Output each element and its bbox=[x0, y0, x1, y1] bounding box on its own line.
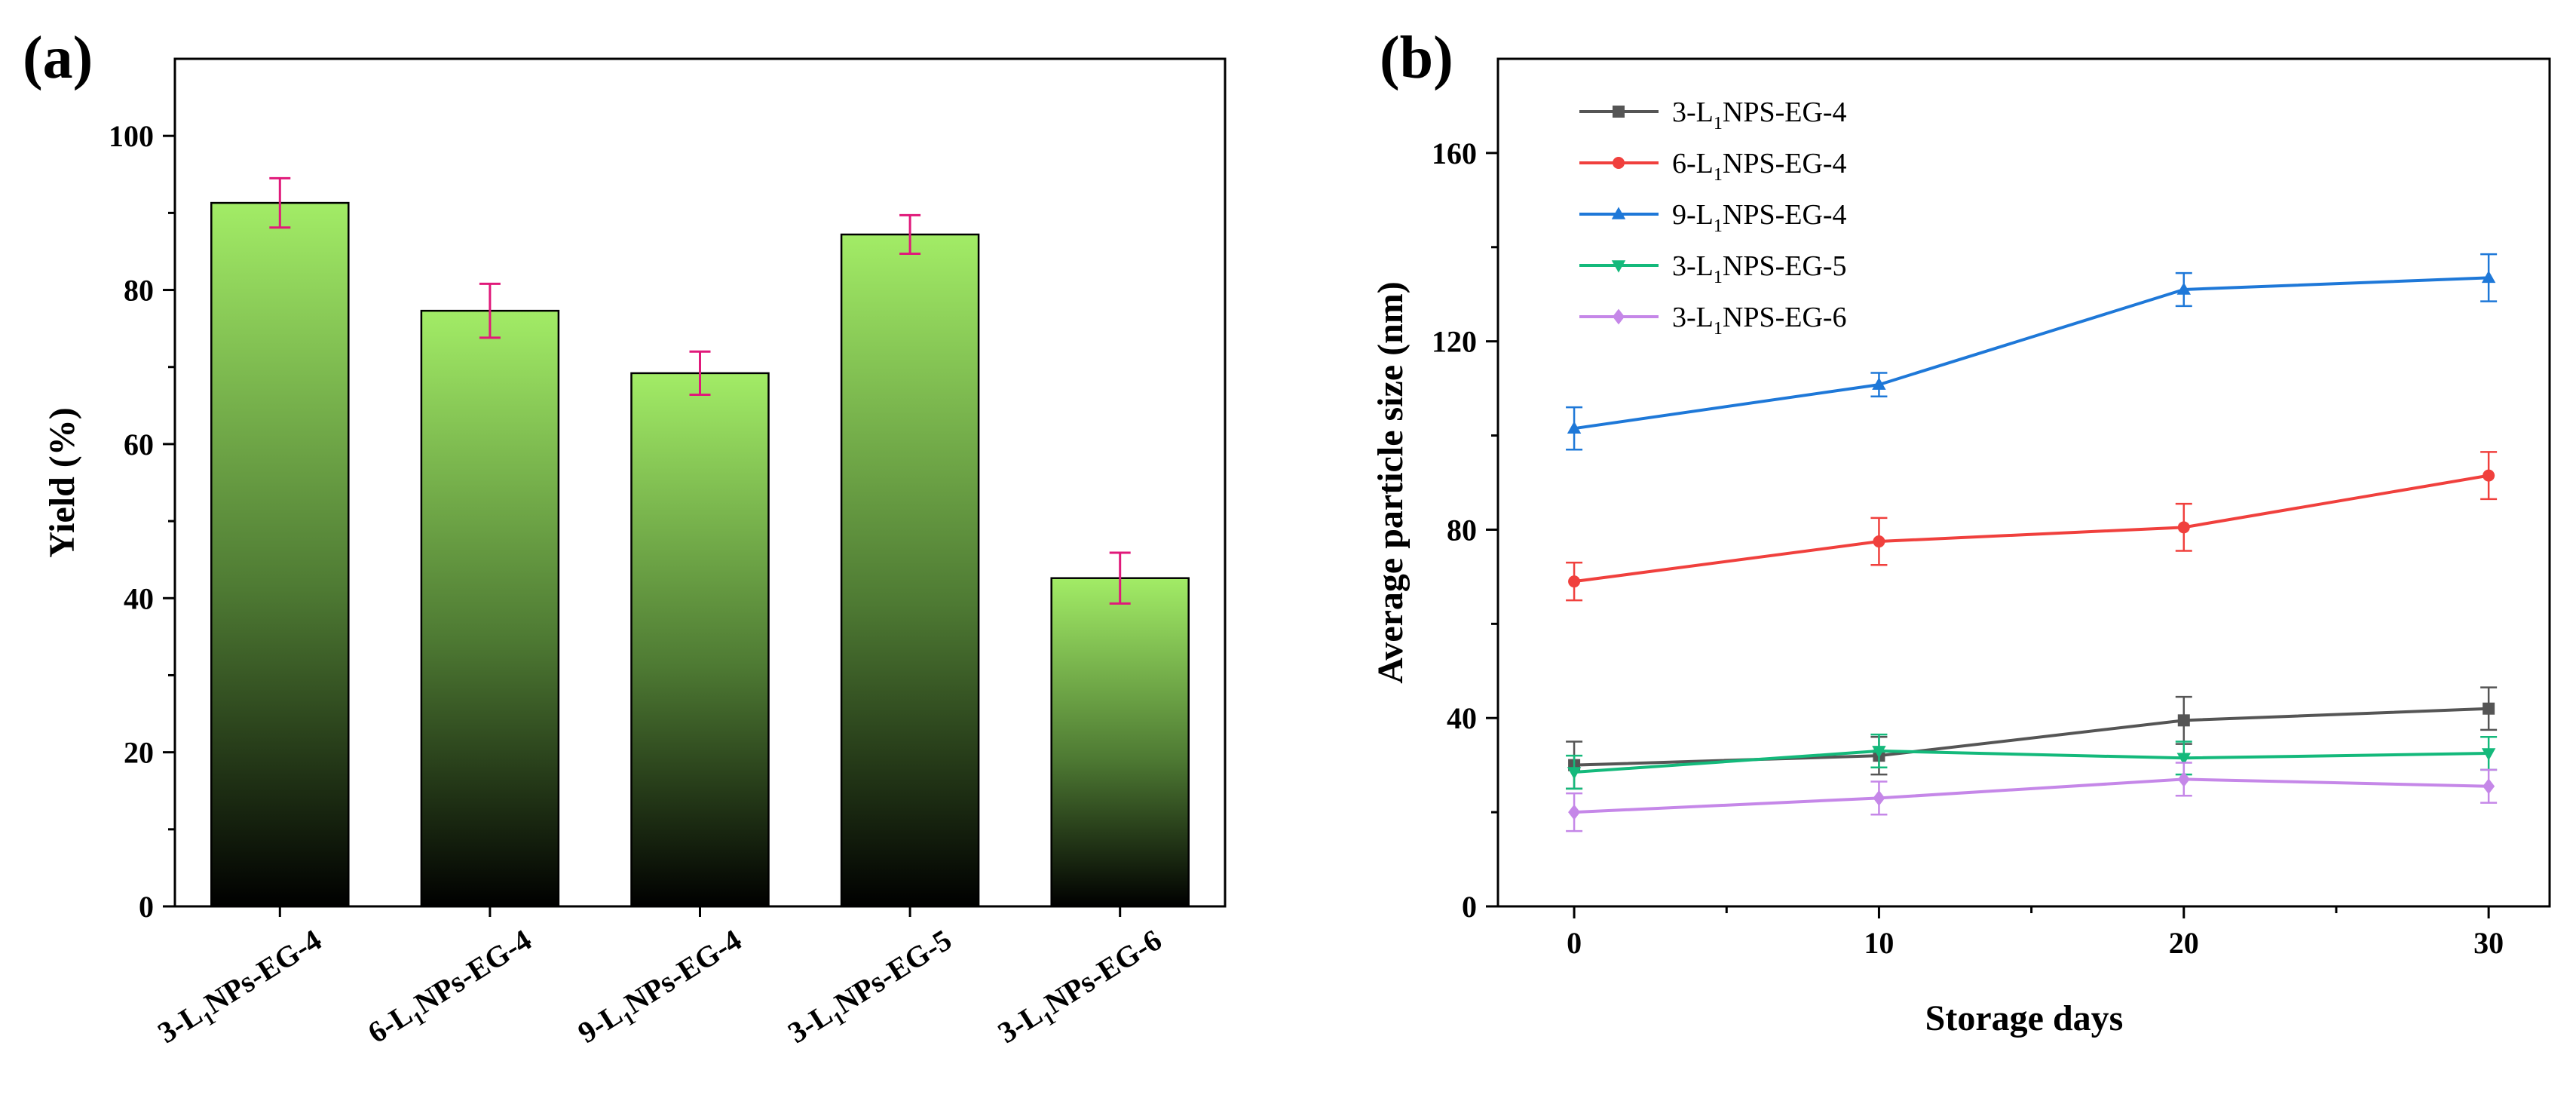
data-point bbox=[1872, 377, 1886, 390]
series-line bbox=[1573, 749, 2489, 774]
line-chart-frame bbox=[1496, 57, 2551, 908]
data-point bbox=[1873, 789, 1885, 806]
bar-chart-panel: (a) 0 20 40 60 80 100 3-L1NPs-EG-46-L1NPs-EG-… bbox=[23, 25, 1227, 1054]
data-point bbox=[2481, 270, 2496, 284]
data-point bbox=[1611, 207, 1626, 219]
legend-item: 9-L1NPS-EG-4 bbox=[1579, 199, 1847, 236]
series bbox=[1566, 762, 2498, 832]
data-point bbox=[1611, 260, 1626, 273]
data-point bbox=[1567, 421, 1582, 434]
y-tick-label: 100 bbox=[109, 119, 154, 153]
panel-a-label: (a) bbox=[23, 25, 93, 91]
series bbox=[1566, 733, 2498, 790]
line-chart-y-title: Average particle size (nm) bbox=[1371, 281, 1411, 684]
legend-item: 6-L1NPS-EG-4 bbox=[1579, 148, 1847, 185]
legend-label: 3-L1NPS-EG-6 bbox=[1672, 302, 1847, 339]
data-point bbox=[2483, 778, 2495, 795]
data-point bbox=[2176, 753, 2191, 765]
legend-label: 3-L1NPS-EG-4 bbox=[1672, 97, 1847, 133]
legend-label: 3-L1NPS-EG-5 bbox=[1672, 250, 1847, 287]
category-label: 6-L1NPs-EG-4 bbox=[362, 922, 540, 1054]
error-bar bbox=[479, 282, 501, 339]
series bbox=[1566, 253, 2498, 451]
error-bar bbox=[269, 176, 291, 229]
data-point bbox=[2177, 714, 2190, 727]
data-point bbox=[2483, 702, 2495, 715]
line-chart-y-axis: 0 40 80 120 160 bbox=[1432, 136, 1498, 924]
y-tick-label: 40 bbox=[1447, 701, 1477, 735]
bar-chart-y-title: Yield (%) bbox=[42, 407, 82, 558]
legend-label: 9-L1NPS-EG-4 bbox=[1672, 199, 1847, 236]
y-tick-label: 80 bbox=[1447, 513, 1477, 547]
bar-chart-bars bbox=[210, 176, 1190, 908]
y-tick-label: 120 bbox=[1432, 325, 1477, 359]
bar bbox=[420, 309, 560, 908]
data-point bbox=[2176, 282, 2191, 295]
data-point bbox=[2481, 748, 2496, 761]
error-bar bbox=[899, 213, 921, 256]
bar bbox=[840, 233, 980, 908]
y-tick-label: 80 bbox=[124, 274, 154, 308]
data-point bbox=[2177, 521, 2190, 534]
bar-chart-y-axis: 0 20 40 60 80 100 bbox=[109, 119, 175, 924]
legend-item: 3-L1NPS-EG-5 bbox=[1579, 250, 1847, 287]
data-point bbox=[1567, 767, 1582, 780]
x-tick-label: 30 bbox=[2473, 926, 2504, 960]
x-tick-label: 0 bbox=[1567, 926, 1582, 960]
data-point bbox=[1568, 804, 1581, 820]
series bbox=[1566, 451, 2498, 602]
data-point bbox=[1872, 746, 1886, 759]
data-point bbox=[1613, 157, 1625, 169]
series bbox=[1566, 686, 2498, 790]
series-line bbox=[1573, 276, 2489, 431]
line-chart-x-title: Storage days bbox=[1925, 998, 2124, 1038]
bar-chart-x-labels: 3-L1NPs-EG-46-L1NPs-EG-49-L1NPs-EG-43-L1… bbox=[152, 906, 1170, 1054]
y-tick-label: 20 bbox=[124, 736, 154, 770]
series-line bbox=[1573, 474, 2489, 584]
legend-label: 6-L1NPS-EG-4 bbox=[1672, 148, 1847, 185]
y-tick-label: 0 bbox=[1462, 890, 1477, 924]
y-tick-label: 40 bbox=[124, 581, 154, 615]
category-label: 3-L1NPs-EG-6 bbox=[992, 922, 1170, 1054]
legend-item: 3-L1NPS-EG-6 bbox=[1579, 302, 1847, 339]
error-bar bbox=[1109, 551, 1131, 605]
data-point bbox=[1873, 535, 1885, 548]
line-chart-x-axis: 0 10 20 30 bbox=[1567, 906, 2504, 960]
bar bbox=[210, 201, 350, 908]
data-point bbox=[2483, 469, 2495, 482]
line-chart-series bbox=[1566, 253, 2498, 832]
x-tick-label: 10 bbox=[1864, 926, 1894, 960]
panel-b-label: (b) bbox=[1380, 25, 1453, 91]
error-bar bbox=[689, 350, 711, 397]
category-label: 3-L1NPs-EG-4 bbox=[152, 922, 329, 1054]
x-tick-label: 20 bbox=[2169, 926, 2199, 960]
y-tick-label: 0 bbox=[139, 890, 154, 924]
bar bbox=[630, 372, 770, 908]
category-label: 3-L1NPs-EG-5 bbox=[782, 922, 960, 1054]
y-tick-label: 60 bbox=[124, 428, 154, 461]
category-label: 9-L1NPs-EG-4 bbox=[572, 922, 750, 1054]
data-point bbox=[1613, 106, 1625, 118]
data-point bbox=[1568, 575, 1581, 588]
line-chart-panel: (b) 0 40 80 120 160 0 10 20 30 3-L1NPS-EG-4 6-L1… bbox=[1371, 25, 2551, 1038]
line-chart-legend: 3-L1NPS-EG-4 6-L1NPS-EG-4 9-L1NPS-EG-4 3-L1… bbox=[1579, 97, 1847, 339]
series-line bbox=[1573, 777, 2489, 814]
data-point bbox=[1613, 308, 1625, 325]
data-point bbox=[2177, 771, 2190, 787]
legend-item: 3-L1NPS-EG-4 bbox=[1579, 97, 1847, 133]
y-tick-label: 160 bbox=[1432, 136, 1477, 170]
bar bbox=[1050, 577, 1190, 908]
